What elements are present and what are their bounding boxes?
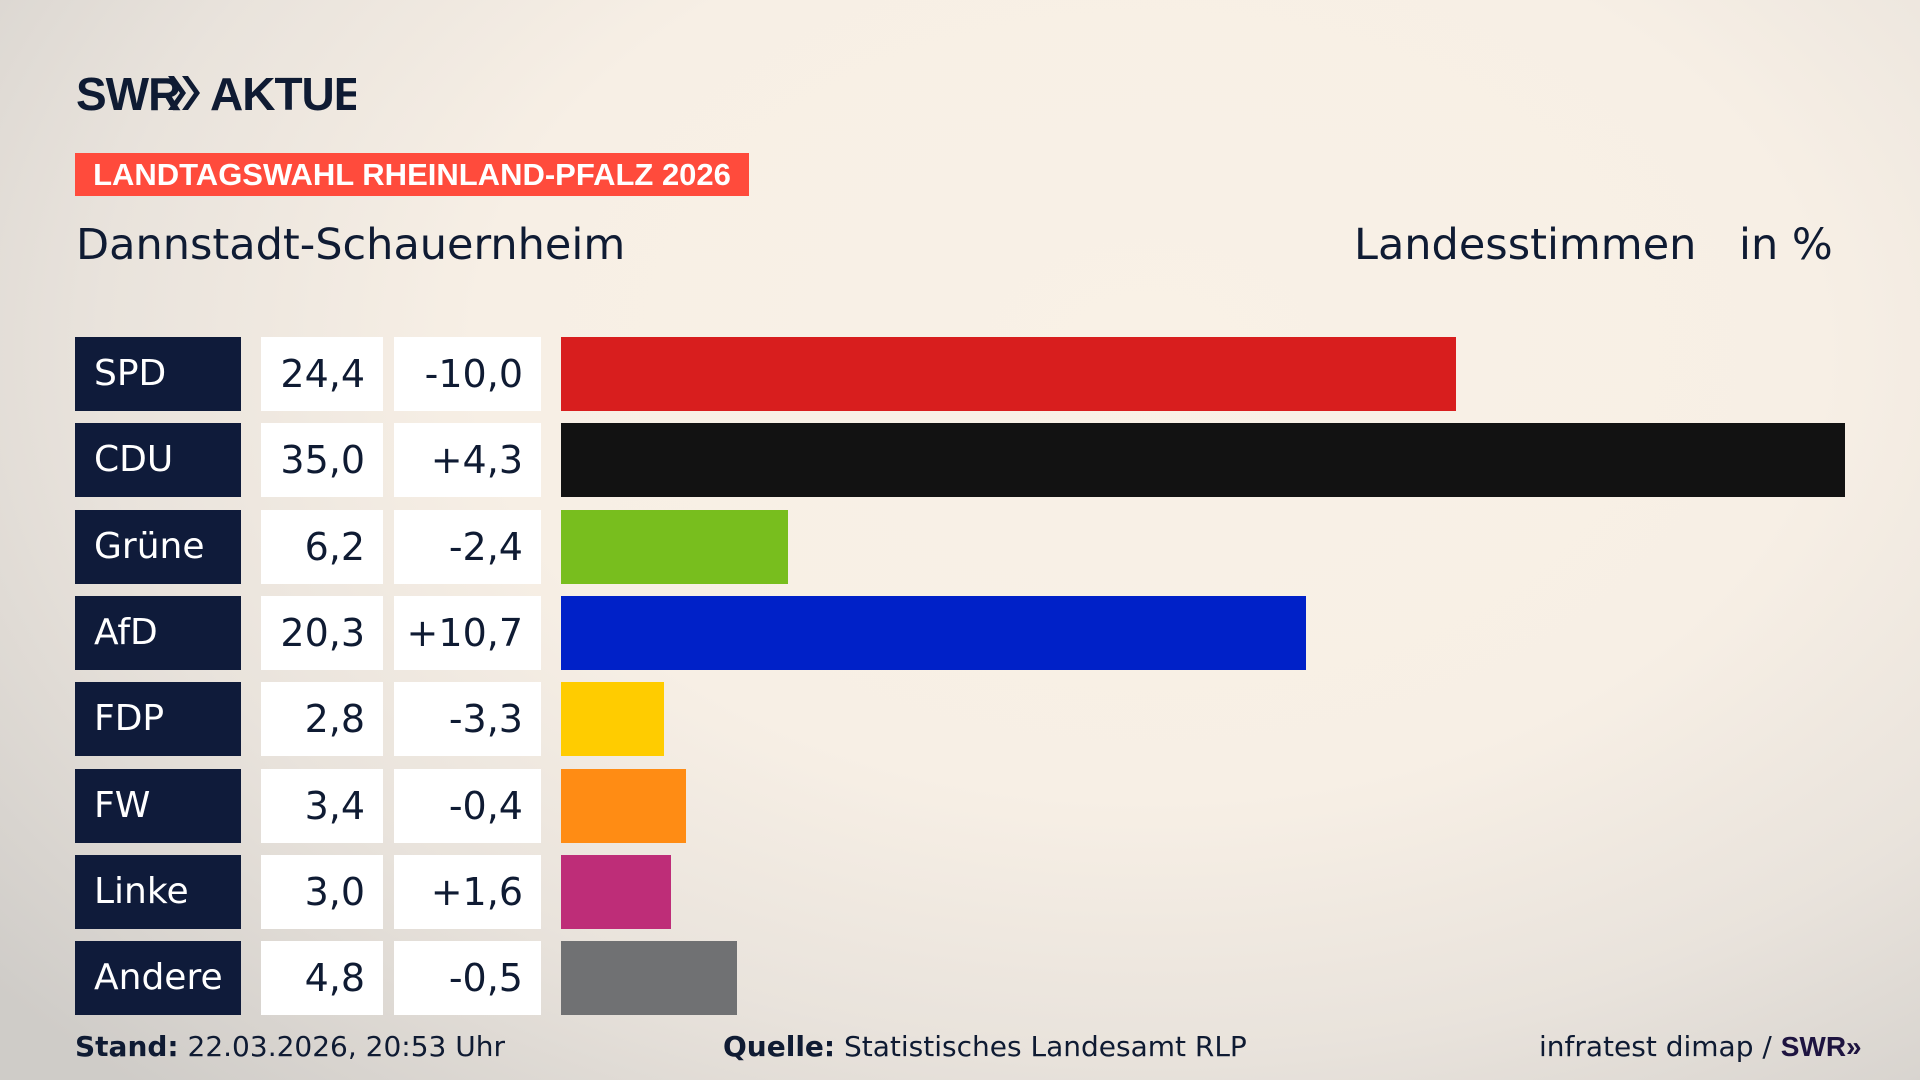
value-label: 24,4 [261, 337, 383, 411]
bar-fw [561, 768, 686, 843]
bar-afd [561, 595, 1306, 670]
value-label: 20,3 [261, 595, 383, 670]
stand-label: Stand: [75, 1030, 179, 1063]
result-row: Grüne 6,2 -2,4 [0, 509, 1920, 584]
party-label: Grüne [75, 509, 241, 584]
bar-andere [561, 941, 738, 1016]
unit-label: in % [1739, 220, 1833, 270]
change-label: -2,4 [394, 509, 541, 584]
value-label: 2,8 [261, 682, 383, 757]
election-banner: LANDTAGSWAHL RHEINLAND-PFALZ 2026 [75, 153, 749, 196]
credit: infratest dimap / SWR» [1539, 1030, 1862, 1063]
result-row: Andere 4,8 -0,5 [0, 941, 1920, 1016]
swr-aktuell-logo: SWR AKTUELL [76, 70, 356, 116]
party-label: FW [75, 768, 241, 843]
value-label: 3,4 [261, 768, 383, 843]
svg-text:AKTUELL: AKTUELL [210, 70, 356, 116]
stand-value: 22.03.2026, 20:53 Uhr [187, 1030, 505, 1063]
bar-fdp [561, 682, 664, 757]
municipality-title: Dannstadt-Schauernheim [76, 220, 626, 270]
result-row: AfD 20,3 +10,7 [0, 595, 1920, 670]
party-label: FDP [75, 682, 241, 757]
bar-spd [561, 337, 1457, 411]
change-label: +10,7 [394, 595, 541, 670]
swr-aktuell-logo-graphic: SWR AKTUELL [76, 70, 356, 116]
party-label: Linke [75, 854, 241, 929]
party-label: AfD [75, 595, 241, 670]
credit-text: infratest dimap / [1539, 1030, 1781, 1063]
change-label: +1,6 [394, 854, 541, 929]
bar-cdu [561, 423, 1845, 498]
swr-small-logo: SWR» [1780, 1031, 1862, 1062]
result-row: Linke 3,0 +1,6 [0, 854, 1920, 929]
metric-label: Landesstimmen [1354, 220, 1697, 270]
value-label: 35,0 [261, 423, 383, 498]
bar-grüne [561, 509, 789, 584]
source: Quelle: Statistisches Landesamt RLP [723, 1030, 1247, 1063]
source-value: Statistisches Landesamt RLP [844, 1030, 1247, 1063]
change-label: -0,5 [394, 941, 541, 1016]
source-label: Quelle: [723, 1030, 836, 1063]
change-label: -10,0 [394, 337, 541, 411]
party-label: Andere [75, 941, 241, 1016]
bar-linke [561, 854, 672, 929]
change-label: +4,3 [394, 423, 541, 498]
party-label: SPD [75, 337, 241, 411]
result-row: FDP 2,8 -3,3 [0, 682, 1920, 757]
value-label: 3,0 [261, 854, 383, 929]
value-label: 6,2 [261, 509, 383, 584]
change-label: -0,4 [394, 768, 541, 843]
result-row: CDU 35,0 +4,3 [0, 423, 1920, 498]
timestamp: Stand: 22.03.2026, 20:53 Uhr [75, 1030, 505, 1063]
svg-text:SWR: SWR [76, 70, 181, 116]
result-row: SPD 24,4 -10,0 [0, 337, 1920, 411]
value-label: 4,8 [261, 941, 383, 1016]
party-label: CDU [75, 423, 241, 498]
result-row: FW 3,4 -0,4 [0, 768, 1920, 843]
change-label: -3,3 [394, 682, 541, 757]
